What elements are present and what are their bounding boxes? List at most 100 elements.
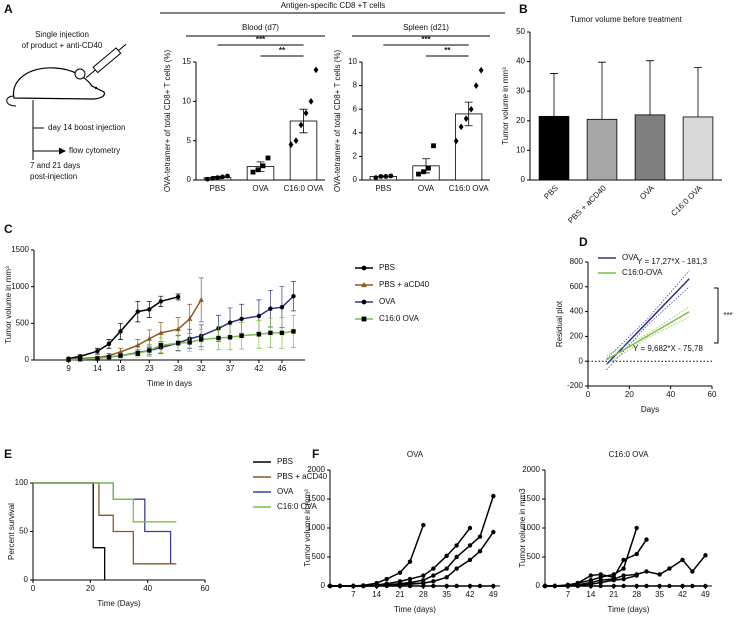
data-point <box>361 281 367 288</box>
data-point <box>431 143 436 149</box>
data-point <box>293 137 299 145</box>
data-point <box>106 354 112 360</box>
y-tick-label: 30 <box>516 86 525 95</box>
x-axis-label: Time (Days) <box>97 599 141 608</box>
x-tick-label: 42 <box>466 590 475 599</box>
data-point <box>397 582 403 587</box>
data-point <box>431 566 436 571</box>
series-line <box>606 278 690 365</box>
series-line <box>606 311 690 361</box>
x-tick-label: 28 <box>174 364 183 373</box>
data-point <box>421 573 426 578</box>
data-point <box>135 309 140 314</box>
significance-label: ** <box>279 46 286 55</box>
significance-label: *** <box>421 35 431 44</box>
panel-label: A <box>4 2 13 16</box>
y-tick-label: 10 <box>348 57 357 66</box>
series-line <box>330 495 495 587</box>
legend-label: OVA <box>379 297 396 306</box>
y-tick-label: 6 <box>353 104 358 113</box>
data-point <box>667 566 672 571</box>
data-point <box>147 307 152 312</box>
data-point <box>135 351 140 356</box>
data-point <box>256 332 262 337</box>
data-point <box>361 265 367 271</box>
data-point <box>227 320 233 325</box>
y-tick-label: 200 <box>570 332 584 341</box>
confidence-band <box>606 270 690 359</box>
data-point <box>416 171 421 177</box>
data-point <box>454 554 459 560</box>
data-point <box>298 121 304 129</box>
error-bar <box>646 60 654 115</box>
data-point <box>288 141 294 148</box>
data-point <box>279 330 285 336</box>
data-point <box>313 66 319 74</box>
x-tick-label: 35 <box>442 590 451 599</box>
x-tick-label: C16:0 OVA <box>669 183 704 218</box>
y-tick-label: 600 <box>570 282 584 291</box>
x-axis-label: Time (days) <box>394 605 436 614</box>
data-point <box>303 109 309 117</box>
x-tick-label: C16:0 OVA <box>449 184 490 193</box>
data-point <box>444 553 449 559</box>
legend-label: PBS + aCD40 <box>379 280 430 289</box>
data-point <box>227 335 233 340</box>
data-point <box>118 353 123 358</box>
data-point <box>431 583 436 589</box>
data-point <box>95 356 100 361</box>
y-axis-label: Residual plot <box>555 300 564 347</box>
x-axis-label: Time in days <box>147 379 192 388</box>
legend-label: OVA <box>277 487 294 496</box>
data-point <box>454 543 459 548</box>
y-tick-label: 500 <box>312 552 326 561</box>
data-point <box>565 583 571 589</box>
data-point <box>454 583 459 589</box>
data-point <box>680 583 685 589</box>
x-tick-label: OVA <box>252 184 269 193</box>
x-tick-label: PBS <box>375 184 391 193</box>
x-tick-label: 37 <box>226 364 235 373</box>
data-point <box>383 174 389 179</box>
data-point <box>657 572 662 577</box>
data-point <box>467 583 473 589</box>
confidence-band <box>606 306 690 356</box>
x-tick-label: PBS + aCD40 <box>566 183 608 225</box>
x-tick-label: 14 <box>372 590 381 599</box>
data-point <box>491 583 496 589</box>
syringe <box>85 43 127 78</box>
data-point <box>598 572 603 577</box>
x-tick-label: 60 <box>708 390 717 399</box>
legend-label: PBS + aCD40 <box>277 472 328 481</box>
x-tick-label: 35 <box>655 590 664 599</box>
chart-title: Spleen (d21) <box>403 23 449 32</box>
series-line <box>68 299 202 361</box>
data-point <box>351 583 356 589</box>
data-point <box>444 583 449 589</box>
legend-label: PBS <box>277 457 293 466</box>
y-axis-label: OVA-tetramer+ of total CD8+ T cells (%) <box>333 50 342 193</box>
y-tick-label: 1000 <box>307 523 325 532</box>
data-point <box>147 348 152 353</box>
series-line <box>33 482 172 564</box>
y-axis-label: OVA-tetramer+ of total CD8+ T cells (%) <box>163 50 172 193</box>
y-tick-label: 800 <box>570 257 584 266</box>
y-tick-label: 15 <box>182 57 191 66</box>
data-point <box>477 583 483 589</box>
schematic-text: post-injection <box>30 172 77 181</box>
data-point <box>431 573 436 578</box>
x-tick-label: 49 <box>489 590 498 599</box>
data-point <box>477 549 483 554</box>
x-tick-label: 42 <box>254 364 263 373</box>
data-point <box>95 349 100 354</box>
y-tick-label: 1500 <box>307 494 325 503</box>
data-point <box>225 173 230 179</box>
data-point <box>384 582 389 588</box>
x-tick-label: 21 <box>396 590 405 599</box>
schematic: Single injection of product + anti-CD40 … <box>6 30 127 181</box>
panel-label: B <box>519 2 528 16</box>
data-point <box>634 583 639 589</box>
data-point <box>478 66 484 74</box>
data-point <box>250 169 256 175</box>
data-point <box>407 581 413 586</box>
